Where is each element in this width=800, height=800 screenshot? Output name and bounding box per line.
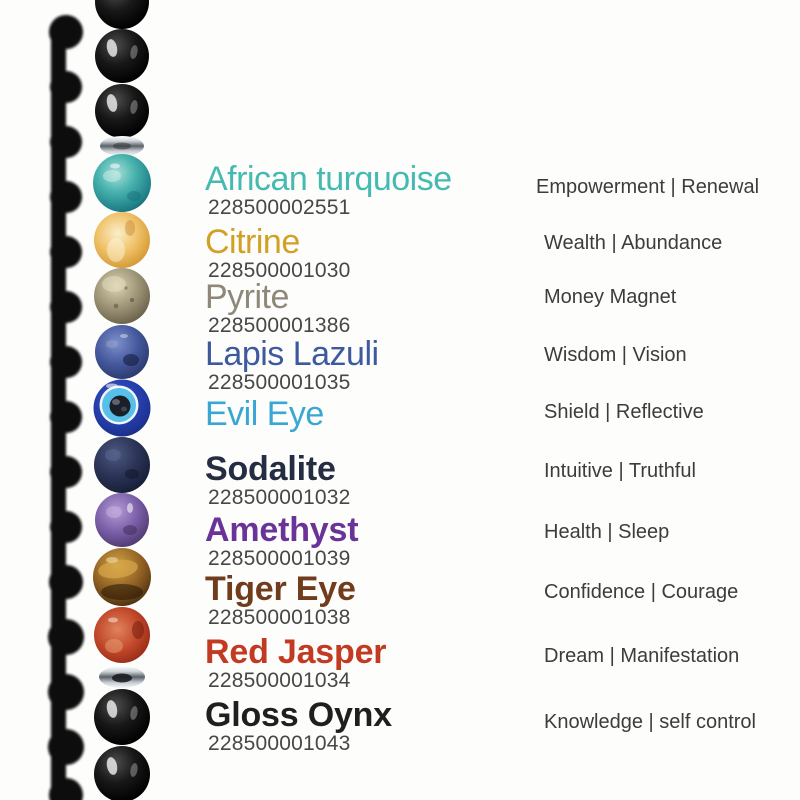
stone-meaning: Dream | Manifestation [544, 645, 740, 667]
bead-black-onyx-bottom [94, 689, 150, 800]
stone-row-sodalite: Sodalite 228500001032 [205, 451, 545, 509]
stone-name: Gloss Oynx [205, 696, 392, 734]
bead-red-jasper [94, 607, 150, 663]
stone-meaning: Confidence | Courage [544, 581, 739, 603]
bead-african-turquoise [93, 154, 151, 212]
stone-meaning: Intuitive | Truthful [544, 460, 696, 482]
stone-meaning: Wisdom | Vision [544, 344, 687, 366]
stone-name: Tiger Eye [205, 570, 356, 608]
stone-row-tiger-eye: Tiger Eye 228500001038 [205, 571, 545, 629]
silver-spacer-top [100, 136, 144, 156]
bead-black-onyx-top [95, 0, 149, 138]
stone-name: Pyrite [205, 278, 289, 316]
stone-name: African turquoise [205, 160, 452, 198]
stone-sku: 228500001386 [208, 314, 351, 337]
stone-name: Amethyst [205, 511, 359, 549]
stone-meaning: Wealth | Abundance [544, 232, 723, 254]
bead-lapis-lazuli [95, 325, 149, 379]
stone-row-gloss-oynx: Gloss Oynx 228500001043 [205, 697, 545, 755]
stone-sku: 228500001038 [208, 606, 351, 629]
stone-row-african-turquoise: African turquoise 228500002551 [205, 161, 545, 219]
stone-sku: 228500001030 [208, 259, 351, 282]
stone-sku: 228500001039 [208, 547, 351, 570]
silver-spacer-bottom [99, 666, 145, 688]
bracelet-strand-photo [0, 0, 190, 800]
stone-row-pyrite: Pyrite 228500001386 [205, 279, 545, 337]
stone-meaning: Health | Sleep [544, 521, 670, 543]
bracelet-strand-svg [48, 0, 151, 800]
stone-sku: 228500001032 [208, 486, 351, 509]
stone-sku: 228500001035 [208, 371, 351, 394]
stone-row-amethyst: Amethyst 228500001039 [205, 512, 545, 570]
stone-name: Lapis Lazuli [205, 335, 379, 373]
bead-evil-eye [93, 379, 151, 437]
stone-name: Sodalite [205, 450, 336, 488]
bead-pyrite [94, 268, 150, 324]
stone-name: Red Jasper [205, 633, 387, 671]
stone-row-red-jasper: Red Jasper 228500001034 [205, 634, 545, 692]
stone-sku: 228500001034 [208, 669, 351, 692]
bracelet-shadow [48, 15, 84, 800]
stone-meaning: Money Magnet [544, 286, 677, 308]
bead-tiger-eye [93, 548, 151, 606]
stone-meaning: Knowledge | self control [544, 711, 756, 733]
stone-meaning: Shield | Reflective [544, 401, 704, 423]
bead-sodalite [94, 437, 150, 493]
stone-name: Evil Eye [205, 395, 324, 433]
stone-row-lapis-lazuli: Lapis Lazuli 228500001035 [205, 336, 545, 394]
bead-citrine [94, 212, 150, 268]
bead-amethyst [95, 493, 149, 547]
stone-row-citrine: Citrine 228500001030 [205, 224, 545, 282]
stone-meaning: Empowerment | Renewal [536, 176, 760, 198]
stone-row-evil-eye: Evil Eye [205, 396, 545, 432]
stone-name: Citrine [205, 223, 300, 261]
stone-sku: 228500002551 [208, 196, 351, 219]
stone-sku: 228500001043 [208, 732, 351, 755]
